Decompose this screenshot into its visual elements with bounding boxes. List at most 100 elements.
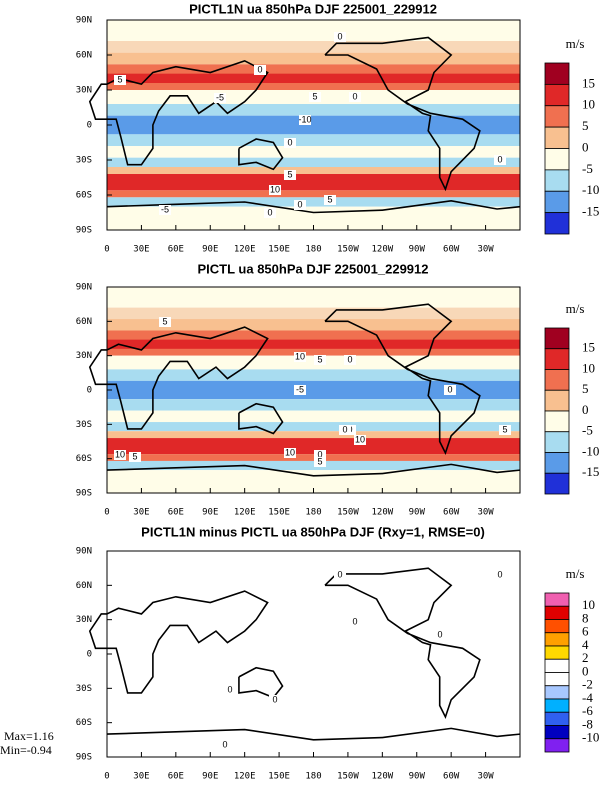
contour-label: 10 [355,434,365,444]
coastline [238,402,284,435]
colorbar-box [544,169,570,192]
contour-label: 5 [132,451,137,461]
lon-label: 30E [133,245,149,255]
map-band [107,422,520,432]
map-band [107,380,520,400]
lon-label: 90E [202,508,218,518]
contour-label-bg [339,425,351,435]
map-band [107,431,520,439]
colorbar-box [544,632,570,647]
contour-label: 5 [317,354,322,364]
map-band [107,369,520,381]
colorbar-box [544,619,570,634]
contour-label-bg [284,138,296,148]
colorbar-label: -2 [582,677,593,692]
contour-label-bg [314,450,326,460]
colorbar-box [544,672,570,687]
colorbar-box [544,212,570,235]
colorbar-label: -10 [582,730,599,745]
colorbar-box [544,83,570,107]
contour-label-bg [494,155,506,165]
colorbar-label: -5 [582,423,593,438]
contour-label: -5 [161,204,169,214]
contour-label-bg [354,435,366,445]
colorbar-label: -10 [582,443,599,458]
lat-label: 90S [76,226,92,236]
contour-label: 0 [497,154,502,164]
map-band [107,73,520,83]
lon-label: 90W [409,508,426,518]
lat-label: 30S [76,684,92,694]
contour-label-bg [219,740,231,750]
contour-label-bg [269,695,281,705]
lat-label: 0 [87,386,92,396]
colorbar-label: 15 [582,75,595,90]
lon-label: 120E [234,508,256,518]
panel-title: PICTL1N minus PICTL ua 850hPa DJF (Rxy=1… [141,524,485,539]
colorbar-label: -15 [582,464,599,479]
lon-label: 60W [443,245,460,255]
colorbar-box [544,190,570,214]
colorbar-label: 8 [582,610,589,625]
map-band [107,115,520,135]
lon-label: 180 [305,245,321,255]
contour-label: 0 [497,569,502,579]
contour-label: 5 [327,194,332,204]
contour-label-bg [499,425,511,435]
lat-label: 30N [76,86,92,96]
map-frame [106,550,521,758]
lon-label: 0 [104,245,109,255]
contour-label-bg [159,205,171,215]
map-band [107,399,520,411]
contour-label-bg [434,630,446,640]
map-band [107,52,520,65]
contour-label-bg [159,317,171,327]
colorbar-label: 0 [582,663,589,678]
coastline [88,590,269,694]
contour-label: 0 [317,449,322,459]
colorbar-box [544,327,570,350]
colorbar-box [544,605,570,620]
contour-label: 5 [502,424,507,434]
colorbar-box [544,348,570,370]
contour-label: 0 [342,424,347,434]
contour-label: 10 [295,351,305,361]
colorbar-label: -10 [582,182,599,197]
contour-label: 0 [287,137,292,147]
contour-label: 0 [337,31,342,41]
min-stat: Min=-0.94 [0,743,52,757]
contour-label: 0 [447,384,452,394]
map-band [107,134,520,146]
contour-label-bg [114,75,126,85]
map-band [107,355,520,370]
colorbar-unit: m/s [566,36,585,51]
lon-label: 30W [477,245,494,255]
contour-label-bg [269,185,281,195]
lon-label: 120W [371,772,393,782]
lon-label: 60E [168,508,184,518]
map-band [107,157,520,167]
coastline [238,666,284,699]
colorbar-box [544,62,570,85]
contour-label-bg [294,385,306,395]
lon-label: 60E [168,245,184,255]
colorbar-box [544,658,570,673]
lat-label: 30N [76,351,92,361]
map-band [107,470,520,493]
map-band [107,339,520,349]
contour-label: 0 [347,354,352,364]
contour-label-bg [334,32,346,42]
map-band [107,146,520,158]
contour-label: 5 [287,169,292,179]
lat-label: 90S [76,753,92,763]
map-band [107,174,520,191]
contour-label: 0 [437,629,442,639]
lon-label: 90W [409,245,426,255]
lat-label: 30S [76,420,92,430]
colorbar-box [544,698,570,713]
lon-label: 30W [477,772,494,782]
contour-label-bg [314,355,326,365]
lon-label: 0 [104,772,109,782]
contour-label-bg [294,352,306,362]
lon-label: 150W [337,772,359,782]
